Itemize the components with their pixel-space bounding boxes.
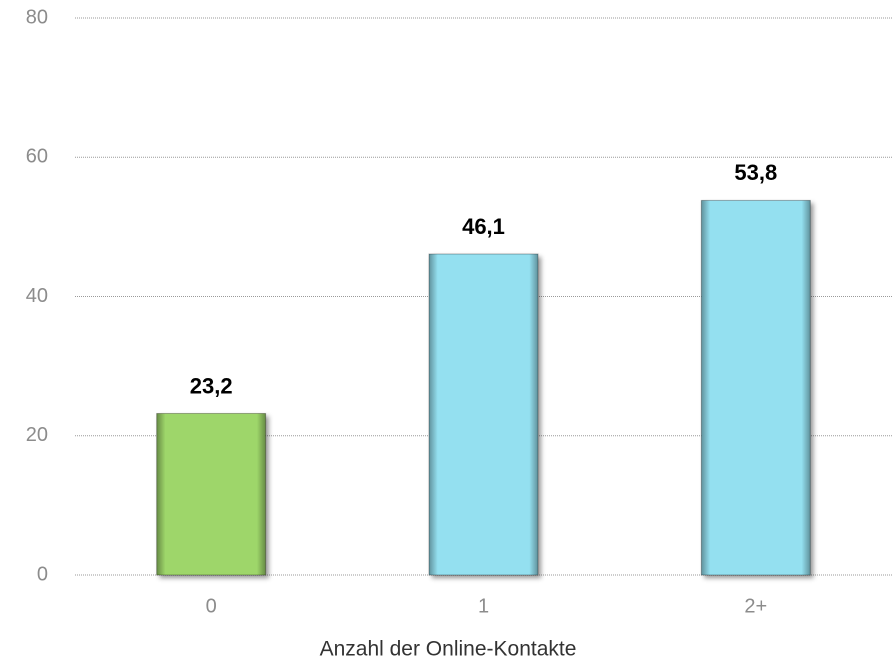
x-tick-label: 0 <box>206 595 217 617</box>
value-label: 46,1 <box>462 214 505 239</box>
value-label: 23,2 <box>190 373 233 398</box>
bar <box>156 412 267 576</box>
x-tick-label: 1 <box>478 595 489 617</box>
y-tick-label: 80 <box>26 6 48 28</box>
value-label: 53,8 <box>734 160 777 185</box>
bar <box>700 199 811 576</box>
y-tick-label: 20 <box>26 424 48 446</box>
x-tick-label: 2+ <box>744 595 767 617</box>
y-tick-label: 0 <box>37 563 48 585</box>
x-axis-title: Anzahl der Online-Kontakte <box>320 638 577 661</box>
bar <box>428 253 539 576</box>
y-tick-label: 60 <box>26 146 48 168</box>
y-tick-label: 40 <box>26 285 48 307</box>
